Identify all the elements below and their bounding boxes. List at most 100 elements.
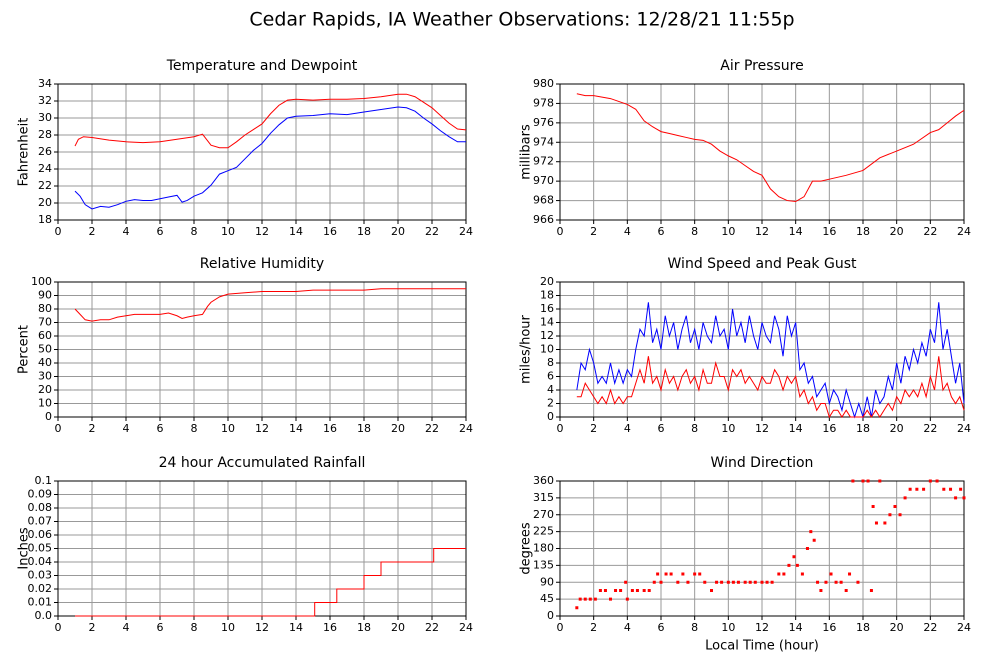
y-tick-label: 0.03 <box>28 569 53 582</box>
x-tick-label: 16 <box>323 422 337 435</box>
y-tick-label: 20 <box>540 275 554 288</box>
x-tick-label: 24 <box>459 225 473 238</box>
data-point <box>575 606 579 610</box>
x-tick-label: 2 <box>590 422 597 435</box>
y-tick-label: 968 <box>533 194 554 207</box>
data-point <box>935 479 939 483</box>
x-tick-label: 6 <box>658 225 665 238</box>
x-tick-label: 4 <box>123 621 130 634</box>
data-point <box>869 589 873 592</box>
y-tick-label: 6 <box>547 370 554 383</box>
data-point <box>642 589 646 592</box>
y-tick-label: 18 <box>540 289 554 302</box>
data-point <box>748 580 752 584</box>
y-tick-label: 0.02 <box>28 582 53 595</box>
data-point <box>681 572 685 576</box>
data-point <box>819 589 823 592</box>
data-point <box>856 580 860 584</box>
y-tick-label: 12 <box>540 329 554 342</box>
data-point <box>782 572 786 576</box>
x-tick-label: 8 <box>691 422 698 435</box>
chart-title: Temperature and Dewpoint <box>166 58 358 74</box>
x-tick-label: 14 <box>789 422 803 435</box>
y-tick-label: 26 <box>38 145 52 158</box>
y-tick-label: 978 <box>533 96 554 109</box>
y-tick-label: 80 <box>38 302 52 315</box>
x-tick-label: 10 <box>721 422 735 435</box>
x-tick-label: 8 <box>691 621 698 634</box>
y-tick-label: 8 <box>547 356 554 369</box>
data-point <box>659 580 663 584</box>
y-tick-label: 16 <box>540 302 554 315</box>
x-tick-label: 4 <box>123 225 130 238</box>
x-tick-label: 12 <box>755 621 769 634</box>
data-point <box>829 572 833 576</box>
x-tick-label: 6 <box>157 225 164 238</box>
y-tick-label: 60 <box>38 329 52 342</box>
y-tick-label: 974 <box>533 135 554 148</box>
x-tick-label: 4 <box>624 422 631 435</box>
data-point <box>598 589 602 592</box>
data-point <box>588 597 592 601</box>
data-point <box>954 496 958 500</box>
x-tick-label: 2 <box>590 225 597 238</box>
data-point <box>949 487 953 491</box>
data-point <box>593 597 597 601</box>
y-tick-label: 24 <box>38 162 52 175</box>
x-tick-label: 22 <box>425 225 439 238</box>
y-tick-label: 0.1 <box>35 474 53 487</box>
y-tick-label: 0 <box>547 609 554 622</box>
y-tick-label: 34 <box>38 77 52 90</box>
y-tick-label: 45 <box>540 592 554 605</box>
y-tick-label: 30 <box>38 111 52 124</box>
data-point <box>578 597 582 601</box>
data-point <box>922 487 926 491</box>
x-tick-label: 8 <box>691 225 698 238</box>
y-tick-label: 360 <box>533 474 554 487</box>
x-tick-label: 20 <box>391 225 405 238</box>
data-point <box>878 479 882 483</box>
data-point <box>720 580 724 584</box>
data-point <box>726 580 730 584</box>
data-point <box>647 589 651 592</box>
y-tick-label: 0.06 <box>28 528 53 541</box>
x-tick-label: 12 <box>255 225 269 238</box>
chart-title: Wind Speed and Peak Gust <box>668 256 857 272</box>
x-tick-label: 0 <box>557 621 564 634</box>
data-point <box>959 487 963 491</box>
y-tick-label: 28 <box>38 128 52 141</box>
x-tick-label: 18 <box>856 225 870 238</box>
data-point <box>686 580 690 584</box>
plot-frame <box>559 480 965 617</box>
plot-frame <box>559 83 965 221</box>
data-point <box>760 580 764 584</box>
y-tick-label: 10 <box>540 343 554 356</box>
data-point <box>625 597 629 601</box>
y-tick-label: 50 <box>38 343 52 356</box>
data-point <box>743 580 747 584</box>
x-tick-label: 0 <box>557 225 564 238</box>
y-tick-label: 970 <box>533 174 554 187</box>
data-point <box>736 580 740 584</box>
x-tick-label: 14 <box>789 621 803 634</box>
x-axis-label: Local Time (hour) <box>705 639 819 654</box>
x-tick-label: 0 <box>55 422 62 435</box>
x-tick-label: 14 <box>289 225 303 238</box>
x-tick-label: 10 <box>221 621 235 634</box>
data-point <box>710 589 713 592</box>
data-point <box>874 521 878 525</box>
data-point <box>614 589 618 592</box>
y-tick-label: 972 <box>533 155 554 168</box>
y-tick-label: 0.01 <box>28 596 53 609</box>
data-point <box>583 597 587 601</box>
data-point <box>888 513 892 517</box>
x-tick-label: 12 <box>255 621 269 634</box>
page-title: Cedar Rapids, IA Weather Observations: 1… <box>249 9 794 31</box>
x-tick-label: 4 <box>624 621 631 634</box>
data-point <box>635 589 639 592</box>
data-point <box>731 580 735 584</box>
plot-frame <box>57 281 467 418</box>
data-point <box>839 580 843 584</box>
y-tick-label: 180 <box>533 542 554 555</box>
